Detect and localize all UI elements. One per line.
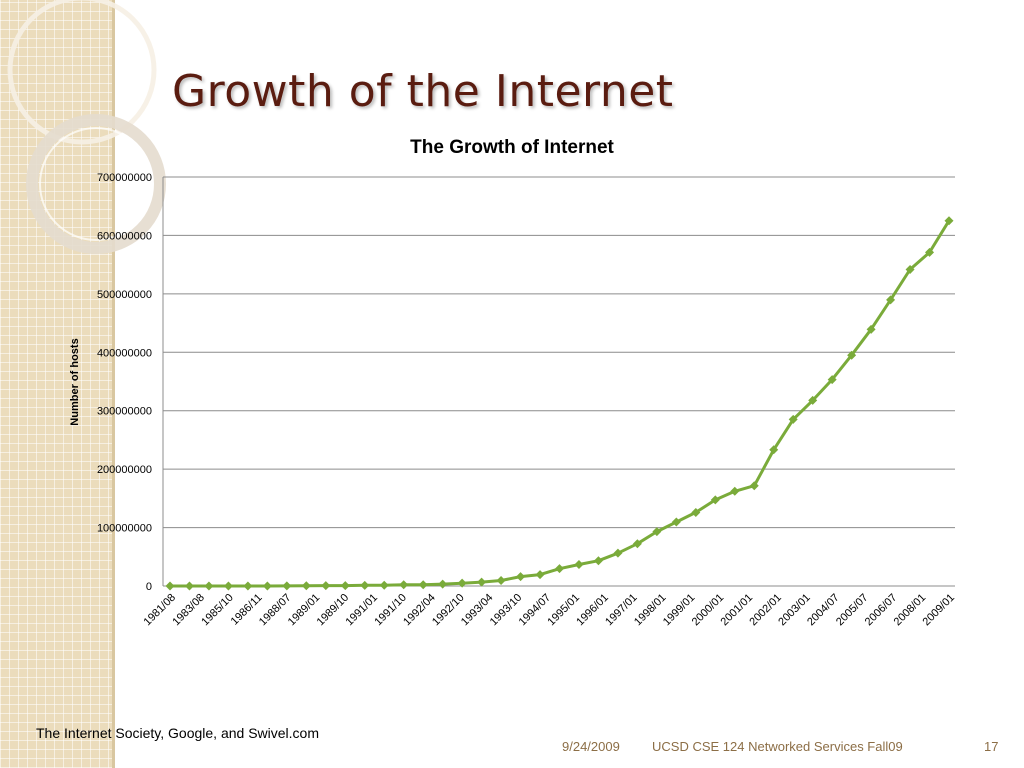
line-chart: 0 100000000 200000000 300000000 400000000 500… xyxy=(69,137,958,629)
slide-title: Growth of the Internet xyxy=(172,66,674,117)
source-note: The Internet Society, Google, and Swivel… xyxy=(36,725,319,741)
x-tick-label: 2009/01 xyxy=(921,592,958,629)
decorative-ring-lower xyxy=(26,114,166,254)
gridlines xyxy=(162,176,955,587)
y-tick-label: 100000000 xyxy=(97,523,152,535)
y-axis-label: Number of hosts xyxy=(69,338,81,425)
data-point-marker xyxy=(477,577,487,587)
data-point-marker xyxy=(808,395,818,405)
data-point-marker xyxy=(399,580,409,590)
data-point-marker xyxy=(204,581,214,591)
decorative-rings xyxy=(7,0,166,254)
data-point-marker xyxy=(691,507,701,517)
data-point-marker xyxy=(321,581,331,591)
data-point-marker xyxy=(925,247,935,257)
data-point-marker xyxy=(730,486,740,496)
data-point-marker xyxy=(613,548,623,558)
data-point-marker xyxy=(749,481,759,491)
data-point-marker xyxy=(847,350,857,360)
series-line xyxy=(170,219,951,588)
decorative-ring-upper xyxy=(7,0,157,145)
decorative-ring-inner xyxy=(39,127,153,241)
data-point-marker xyxy=(788,414,798,424)
data-point-marker xyxy=(438,579,448,589)
data-point-marker xyxy=(457,578,467,588)
data-point-marker xyxy=(574,560,584,570)
data-point-marker xyxy=(555,564,564,574)
data-point-marker xyxy=(944,216,954,226)
y-tick-label: 700000000 xyxy=(97,172,152,184)
data-point-marker xyxy=(516,572,526,582)
y-tick-label: 400000000 xyxy=(97,347,152,359)
data-point-marker xyxy=(671,517,681,527)
data-point-marker xyxy=(886,295,896,305)
data-point-marker xyxy=(827,375,837,385)
x-tick-labels: 1981/081983/081985/101986/111988/071989/… xyxy=(142,592,958,629)
x-tick-label: 1985/10 xyxy=(199,592,236,629)
data-point-marker xyxy=(593,556,603,566)
y-tick-label: 300000000 xyxy=(97,406,152,418)
data-point-marker xyxy=(301,581,311,591)
data-point-marker xyxy=(379,580,389,590)
y-tick-label: 600000000 xyxy=(97,230,152,242)
data-point-marker xyxy=(418,580,428,590)
y-tick-label: 0 xyxy=(146,581,152,593)
y-tick-labels: 0 100000000 200000000 300000000 400000000 500… xyxy=(97,172,152,593)
footer-course: UCSD CSE 124 Networked Services Fall09 xyxy=(652,739,903,754)
y-tick-label: 500000000 xyxy=(97,289,152,301)
side-band-edge xyxy=(112,0,115,768)
data-point-marker xyxy=(360,580,370,590)
data-point-marker xyxy=(340,581,350,591)
data-point-marker xyxy=(496,575,506,585)
data-point-marker xyxy=(535,570,545,580)
data-point-marker xyxy=(769,445,779,455)
data-point-marker xyxy=(710,495,720,505)
series-hosts xyxy=(165,216,954,591)
data-point-marker xyxy=(223,581,233,591)
data-point-marker xyxy=(866,324,876,334)
data-point-marker xyxy=(243,581,253,591)
data-point-marker xyxy=(262,581,272,591)
y-tick-label: 200000000 xyxy=(97,464,152,476)
chart-title: The Growth of Internet xyxy=(410,137,614,158)
data-point-marker xyxy=(652,527,662,537)
data-point-marker xyxy=(184,581,194,591)
footer-date: 9/24/2009 xyxy=(562,739,620,754)
data-point-marker xyxy=(165,581,175,591)
data-point-marker xyxy=(905,265,915,275)
data-point-marker xyxy=(282,581,292,591)
data-point-marker xyxy=(632,539,642,549)
page-number: 17 xyxy=(984,739,999,754)
